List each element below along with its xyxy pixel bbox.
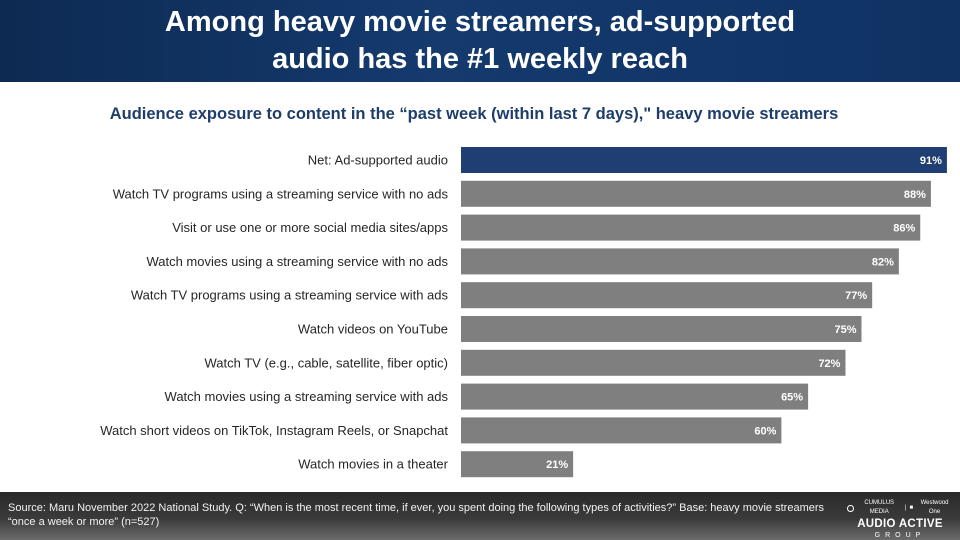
bar-row: Watch TV (e.g., cable, satellite, fiber … (205, 349, 846, 376)
data-label: 82% (872, 256, 894, 268)
westwood-logo-icon: ■ (909, 504, 914, 511)
data-label: 91% (920, 155, 942, 167)
title-banner: Among heavy movie streamers, ad-supporte… (0, 0, 960, 82)
data-label: 21% (546, 459, 568, 471)
category-label: Watch TV programs using a streaming serv… (131, 288, 449, 303)
bar-row: Watch movies using a streaming service w… (146, 248, 899, 275)
category-label: Watch TV programs using a streaming serv… (113, 186, 449, 201)
category-label: Watch videos on YouTube (298, 322, 448, 337)
title-line-1: Among heavy movie streamers, ad-supporte… (164, 6, 796, 38)
bar-chart: Net: Ad-supported audio 91% Watch TV progr… (100, 147, 947, 478)
data-label: 72% (818, 358, 840, 370)
bar (461, 282, 873, 309)
data-label: 75% (834, 324, 856, 336)
logo-westwood-text: Westwood One (920, 500, 949, 515)
title-line-2: audio has the #1 weekly reach (272, 43, 688, 75)
chart-subtitle: Audience exposure to content in the “pas… (109, 105, 839, 123)
bar (461, 417, 782, 444)
data-label: 86% (893, 223, 915, 235)
data-label: 88% (904, 189, 926, 201)
data-label: 65% (781, 392, 803, 404)
category-label: Watch short videos on TikTok, Instagram … (100, 423, 448, 438)
cumulus-logo-icon (847, 504, 854, 512)
category-label: Watch movies using a streaming service w… (146, 254, 448, 269)
category-label: Watch movies in a theater (298, 457, 448, 472)
logo-partners: CUMULUS MEDIA | ■ Westwood One (847, 499, 953, 517)
source-note: Source: Maru November 2022 National Stud… (8, 502, 825, 528)
bar (461, 383, 809, 410)
category-label: Net: Ad-supported audio (308, 153, 448, 168)
logo-sub-text: GROUP (874, 532, 926, 539)
bar-row: Watch short videos on TikTok, Instagram … (100, 417, 782, 444)
bar (461, 451, 574, 478)
bar (461, 316, 862, 342)
footer: Source: Maru November 2022 National Stud… (0, 492, 960, 540)
bar-row: Watch videos on YouTube 75% (298, 316, 862, 342)
logo-separator: | (904, 504, 907, 511)
bar-row: Watch TV programs using a streaming serv… (113, 180, 931, 207)
bar (461, 214, 921, 241)
category-label: Watch movies using a streaming service w… (165, 389, 449, 404)
bar-row: Visit or use one or more social media si… (172, 214, 921, 241)
bar (461, 248, 899, 275)
bar-row: Net: Ad-supported audio 91% (308, 147, 947, 173)
bar-row: Watch movies in a theater 21% (298, 451, 574, 478)
bar-row: Watch TV programs using a streaming serv… (131, 282, 873, 309)
logo-main-text: AUDIO ACTIVE (857, 518, 943, 530)
bar (461, 349, 846, 376)
data-label: 60% (754, 425, 776, 437)
bar-row: Watch movies using a streaming service w… (165, 383, 809, 410)
category-label: Visit or use one or more social media si… (172, 220, 448, 235)
logo-cumulus-text: CUMULUS MEDIA (864, 500, 895, 515)
bar (461, 147, 947, 173)
bar (461, 180, 931, 207)
category-label: Watch TV (e.g., cable, satellite, fiber … (205, 355, 449, 370)
company-logo: CUMULUS MEDIA | ■ Westwood One AUDIO ACT… (847, 499, 953, 540)
data-label: 77% (845, 290, 867, 302)
page-title: Among heavy movie streamers, ad-supporte… (40, 4, 920, 78)
